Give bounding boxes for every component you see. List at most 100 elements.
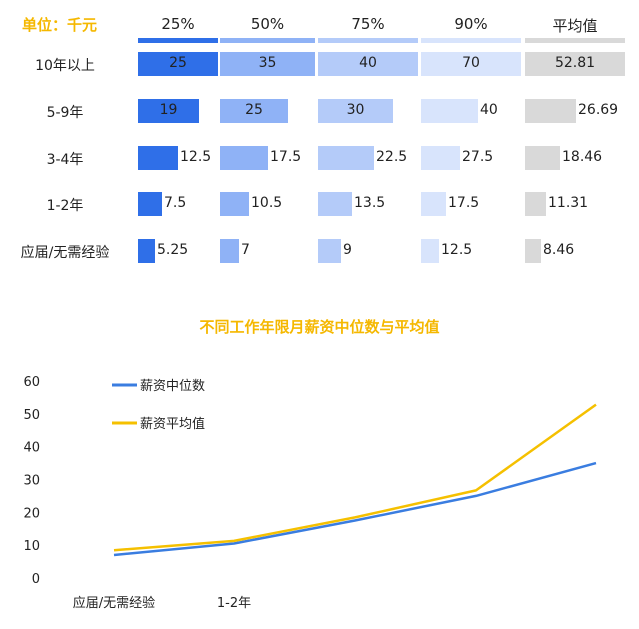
value-bar (525, 99, 576, 123)
value-bar (318, 146, 374, 170)
cell-value: 40 (480, 102, 498, 118)
table-cell: 7 (220, 239, 315, 263)
y-tick-label: 30 (23, 474, 40, 489)
cell-value: 13.5 (354, 195, 386, 211)
table-cell: 5.25 (138, 239, 218, 263)
value-bar (421, 99, 478, 123)
y-tick-label: 60 (23, 375, 40, 390)
table-cell: 18.46 (525, 146, 625, 170)
x-tick-label: 1-2年 (217, 596, 251, 611)
cell-value: 22.5 (376, 149, 408, 165)
cell-value: 8.46 (543, 242, 575, 258)
table-cell: 8.46 (525, 239, 625, 263)
table-cell: 22.5 (318, 146, 418, 170)
row-label: 10年以上 (35, 58, 95, 74)
table-cell: 25 (220, 99, 315, 123)
column-header-bar (318, 38, 418, 43)
table-cell: 11.31 (525, 192, 625, 216)
column-header: 25% (161, 15, 195, 33)
cell-value: 7 (241, 242, 250, 258)
cell-value: 12.5 (180, 149, 212, 165)
y-tick-label: 10 (23, 539, 40, 554)
value-bar (220, 192, 249, 216)
cell-value: 17.5 (270, 149, 302, 165)
table-cell: 10.5 (220, 192, 315, 216)
legend-label: 薪资中位数 (140, 379, 205, 394)
value-bar (318, 52, 418, 76)
series-line (113, 403, 597, 552)
cell-value: 30 (346, 102, 365, 118)
cell-value: 11.31 (548, 195, 589, 211)
column-header-bar (138, 38, 218, 43)
table-cell: 26.69 (525, 99, 625, 123)
column-header-bar (220, 38, 315, 43)
cell-value: 52.81 (554, 55, 596, 71)
value-bar (138, 239, 155, 263)
value-bar (220, 99, 288, 123)
cell-value: 35 (258, 55, 277, 71)
value-bar (421, 192, 446, 216)
cell-value: 70 (462, 55, 480, 71)
value-bar (525, 146, 560, 170)
table-cell: 13.5 (318, 192, 418, 216)
value-bar (525, 239, 541, 263)
value-bar (525, 52, 625, 76)
column-header: 平均值 (552, 17, 598, 35)
cell-value: 25 (169, 55, 187, 71)
table-cell: 25 (138, 52, 218, 76)
cell-value: 27.5 (462, 149, 494, 165)
value-bar (220, 239, 239, 263)
cell-value: 10.5 (251, 195, 283, 211)
cell-value: 19 (159, 102, 178, 118)
value-bar (421, 146, 460, 170)
y-tick-label: 50 (23, 408, 40, 423)
row-label: 3-4年 (46, 152, 84, 168)
cell-value: 9 (343, 242, 352, 258)
x-tick-label: 应届/无需经验 (73, 595, 155, 611)
value-bar (318, 99, 393, 123)
unit-label: 单位：千元 (22, 16, 98, 34)
y-tick-label: 40 (23, 441, 40, 456)
legend-label: 薪资平均值 (140, 416, 205, 432)
table-cell: 40 (421, 99, 521, 123)
series-line (113, 461, 597, 557)
cell-value: 25 (245, 102, 263, 118)
table-cell: 9 (318, 239, 418, 263)
value-bar (220, 146, 268, 170)
table-cell: 52.81 (525, 52, 625, 76)
table-cell: 30 (318, 99, 418, 123)
cell-value: 17.5 (448, 195, 480, 211)
y-tick-label: 20 (23, 506, 40, 521)
cell-value: 18.46 (562, 149, 603, 165)
y-tick-label: 0 (32, 572, 40, 587)
table-cell: 17.5 (421, 192, 521, 216)
value-bar (138, 52, 218, 76)
value-bar (525, 192, 546, 216)
chart-title: 不同工作年限月薪资中位数与平均值 (199, 318, 440, 336)
table-cell: 12.5 (421, 239, 521, 263)
table-cell: 40 (318, 52, 418, 76)
value-bar (138, 99, 199, 123)
table-cell: 17.5 (220, 146, 315, 170)
value-bar (138, 192, 162, 216)
cell-value: 7.5 (164, 195, 187, 211)
value-bar (421, 52, 521, 76)
value-bar (421, 239, 439, 263)
table-cell: 27.5 (421, 146, 521, 170)
table-cell: 70 (421, 52, 521, 76)
row-label: 5-9年 (46, 105, 84, 121)
table-cell: 35 (220, 52, 315, 76)
cell-value: 12.5 (441, 242, 473, 258)
value-bar (318, 192, 352, 216)
table-cell: 12.5 (138, 146, 218, 170)
table-cell: 7.5 (138, 192, 218, 216)
value-bar (318, 239, 341, 263)
row-label: 1-2年 (46, 198, 84, 214)
cell-value: 5.25 (157, 242, 189, 258)
value-bar (220, 52, 315, 76)
cell-value: 26.69 (578, 102, 619, 118)
column-header: 75% (351, 15, 385, 33)
table-cell: 19 (138, 99, 218, 123)
column-header: 50% (250, 15, 285, 33)
column-header-bar (525, 38, 625, 43)
